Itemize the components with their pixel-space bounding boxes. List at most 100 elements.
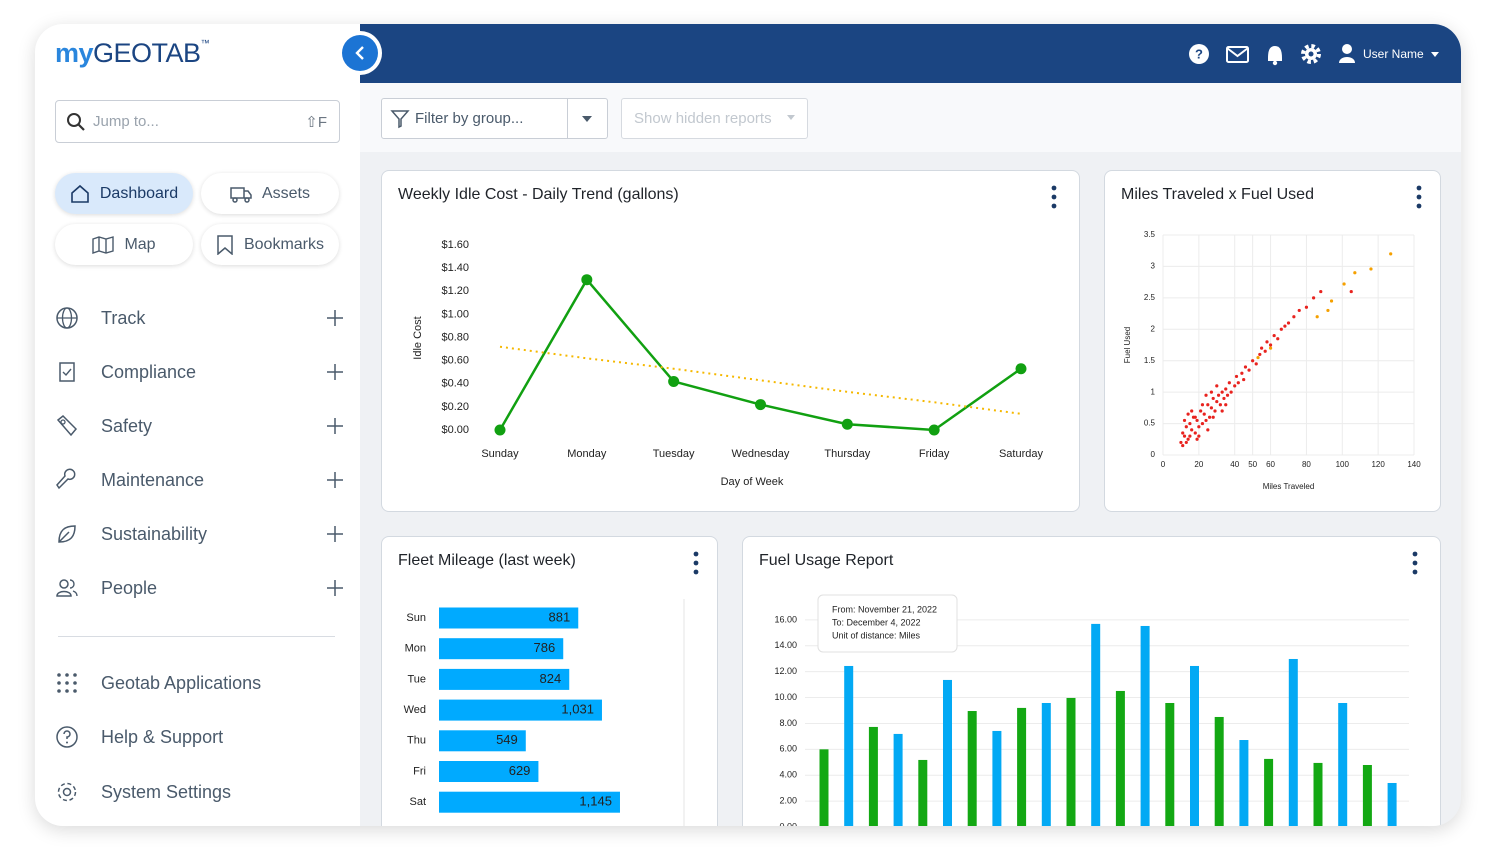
line-chart: $0.00 $0.20 $0.40 $0.60 $0.80 $1.00 $1.20 $1.40… (412, 239, 1044, 488)
x-tick-label: Thursday (824, 448, 870, 460)
scatter-point (1260, 346, 1264, 350)
help-button[interactable]: ? (1189, 44, 1209, 64)
scatter-point (1209, 390, 1214, 394)
expand-icon[interactable] (325, 470, 345, 490)
x-tick-label: 80 (1302, 460, 1311, 469)
collapse-button[interactable] (336, 29, 384, 77)
expand-icon[interactable] (325, 308, 345, 328)
bar-value-label: 1,031 (561, 702, 594, 717)
panel-title: Miles Traveled x Fuel Used (1121, 186, 1314, 203)
scatter-point (1254, 362, 1258, 366)
scatter-point (1211, 396, 1215, 401)
search-icon (67, 113, 85, 131)
nav-help[interactable]: Help & Support (55, 722, 345, 752)
bar (1165, 702, 1175, 826)
dashboard-label: Dashboard (99, 184, 179, 202)
y-axis-label: Fuel Used (1123, 327, 1132, 363)
scatter-point (1268, 346, 1273, 350)
scatter-point (1222, 396, 1226, 401)
bar (844, 665, 854, 826)
bar (439, 638, 564, 660)
panel-menu[interactable] (692, 550, 700, 576)
settings-button[interactable] (1301, 44, 1321, 64)
data-point (928, 424, 940, 436)
panel-menu[interactable] (1415, 184, 1423, 210)
y-tick-label: $0.00 (441, 424, 469, 436)
panel-menu[interactable] (1050, 184, 1058, 210)
nav-geotab-applications[interactable]: Geotab Applications (55, 668, 345, 698)
bar (1387, 782, 1397, 826)
scatter-point (1216, 393, 1221, 397)
search-placeholder: Jump to... (93, 113, 159, 130)
user-menu-caret[interactable] (1431, 52, 1439, 57)
scatter-point (1240, 371, 1244, 375)
bar (439, 668, 570, 690)
search-box[interactable]: Jump to... ⇧F (55, 100, 340, 143)
nav-track[interactable]: Track (55, 303, 345, 333)
y-tick-label: 3 (1151, 262, 1156, 271)
expand-icon[interactable] (325, 524, 345, 544)
scatter-point (1220, 390, 1224, 394)
divider (58, 636, 335, 637)
nav-system-settings[interactable]: System Settings (55, 777, 345, 807)
scatter-point (1197, 434, 1201, 438)
expand-icon[interactable] (325, 362, 345, 382)
home-icon (71, 184, 89, 203)
logo-brand: GEOTAB (93, 38, 201, 68)
scatter-point (1315, 315, 1319, 319)
bar (943, 679, 952, 826)
annotation-text: To: December 4, 2022 (832, 617, 921, 627)
y-tick-label: $1.40 (441, 262, 469, 274)
app-window: myGEOTAB™ Jump to... ⇧F Dashboard Assets… (35, 24, 1461, 826)
bookmarks-button[interactable]: Bookmarks (201, 224, 339, 265)
scatter-point (1208, 415, 1212, 419)
nav-people[interactable]: People (55, 573, 345, 603)
scatter-point (1200, 403, 1205, 407)
expand-icon[interactable] (325, 578, 345, 598)
truck-icon (230, 186, 252, 203)
y-tick-label: 2 (1151, 324, 1156, 333)
map-button[interactable]: Map (55, 224, 193, 265)
user-name[interactable]: User Name (1363, 47, 1424, 61)
y-tick-label: Tue (407, 673, 426, 685)
scatter-point (1233, 384, 1237, 388)
scatter-point (1184, 440, 1188, 445)
scatter-point (1224, 403, 1228, 407)
nav-safety[interactable]: Safety (55, 411, 345, 441)
x-tick-label: 100 (1336, 460, 1350, 469)
group-filter[interactable]: Filter by group... (381, 98, 608, 139)
dashboard-button[interactable]: Dashboard (55, 173, 193, 214)
y-tick-label: $0.40 (441, 378, 469, 390)
bar-value-label: 824 (540, 671, 562, 686)
nav-sustainability[interactable]: Sustainability (55, 519, 345, 549)
scatter-point (1188, 434, 1192, 438)
expand-icon[interactable] (325, 416, 345, 436)
logo[interactable]: myGEOTAB™ (55, 38, 210, 69)
assets-label: Assets (261, 184, 310, 202)
nav-maintenance[interactable]: Maintenance (55, 465, 345, 495)
y-tick-label: 12.00 (774, 666, 797, 676)
data-point (1015, 363, 1027, 375)
scatter-point (1211, 415, 1215, 419)
scatter-point (1256, 355, 1260, 360)
svg-text:?: ? (1195, 46, 1203, 61)
scatter-point (1279, 327, 1283, 331)
scatter-point (1251, 359, 1255, 363)
bar (893, 733, 903, 826)
y-tick-label: Fri (413, 765, 426, 777)
scatter-point (1184, 425, 1188, 429)
hidden-reports-dropdown[interactable]: Show hidden reports (621, 98, 808, 139)
x-tick-label: 120 (1371, 460, 1385, 469)
panel-menu[interactable] (1411, 550, 1419, 576)
assets-button[interactable]: Assets (201, 173, 339, 214)
dropdown-caret[interactable] (581, 114, 593, 124)
nav-compliance[interactable]: Compliance (55, 357, 345, 387)
notifications-button[interactable] (1268, 46, 1282, 66)
nav-label: Help & Support (101, 726, 224, 747)
user-avatar[interactable] (1339, 44, 1355, 63)
mail-button[interactable] (1226, 46, 1249, 63)
scatter-point (1247, 368, 1251, 372)
bar (1115, 690, 1125, 826)
x-tick-label: 40 (1230, 460, 1239, 469)
logo-tm: ™ (200, 38, 210, 48)
